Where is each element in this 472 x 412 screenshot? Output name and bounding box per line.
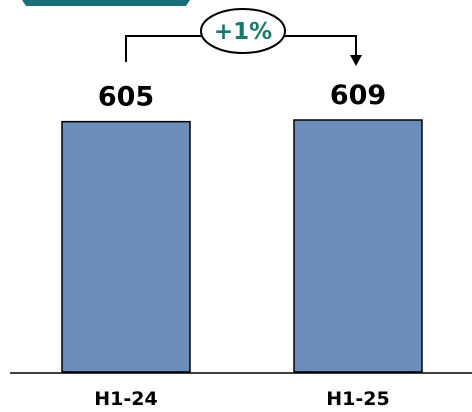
change-connector-line [125, 35, 202, 62]
header-accent-strip [22, 0, 190, 6]
change-connector-line-right [284, 35, 357, 56]
category-label-h1-25: H1-25 [326, 388, 389, 410]
category-labels-group: H1-24 H1-25 [94, 388, 389, 410]
bar-h1-25 [293, 119, 423, 373]
bar-h1-24 [61, 120, 191, 373]
value-label-h1-24: 605 [98, 82, 154, 113]
bars-group [61, 119, 423, 373]
value-label-h1-25: 609 [330, 80, 386, 111]
change-annotation: +1% [125, 8, 362, 66]
change-bubble [200, 8, 286, 54]
arrow-head-icon [350, 55, 362, 66]
category-label-h1-24: H1-24 [94, 388, 157, 410]
value-labels-group: 605 609 [98, 80, 386, 113]
change-label: +1% [214, 19, 272, 45]
